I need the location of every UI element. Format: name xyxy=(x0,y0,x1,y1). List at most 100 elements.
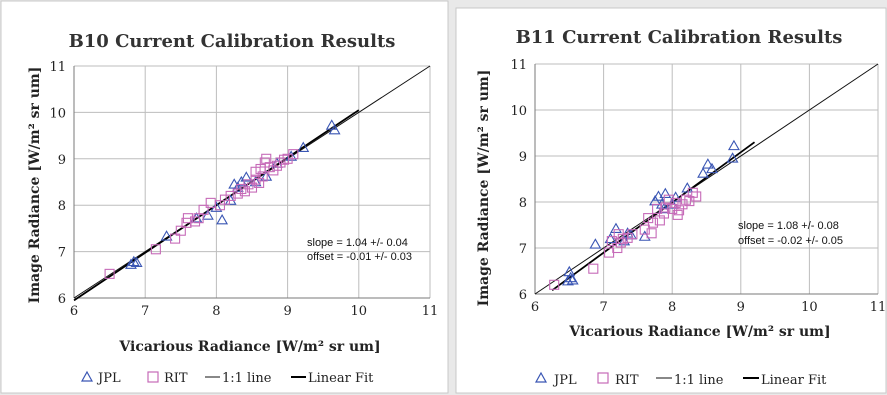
rit-point xyxy=(549,279,560,290)
legend: JPL RIT 1:1 line Linear Fit xyxy=(80,370,374,386)
legend-jpl-marker xyxy=(80,370,94,382)
rit-point xyxy=(646,228,657,239)
x-tick-label: 11 xyxy=(870,300,887,315)
legend-jpl-label: JPL xyxy=(96,371,121,386)
rit-point xyxy=(691,191,702,202)
rit-point xyxy=(674,205,685,216)
jpl-point xyxy=(297,141,310,152)
jpl-point xyxy=(564,271,577,283)
rit-point xyxy=(667,203,678,214)
rit-point xyxy=(264,162,275,173)
jpl-point xyxy=(589,238,602,249)
x-tick-label: 9 xyxy=(283,304,291,319)
rit-point xyxy=(639,224,650,235)
jpl-point xyxy=(726,152,739,163)
y-tick-label: 10 xyxy=(49,106,66,121)
x-tick-label: 8 xyxy=(668,300,676,315)
jpl-point xyxy=(618,234,631,246)
y-tick-label: 11 xyxy=(49,60,66,75)
y-tick-label: 11 xyxy=(510,58,527,73)
rit-point xyxy=(670,197,681,208)
rit-point xyxy=(680,194,691,205)
offset-annotation: offset = -0.02 +/- 0.05 xyxy=(738,235,843,247)
jpl-point xyxy=(610,222,622,233)
legend-rit-marker xyxy=(597,372,609,384)
rit-point xyxy=(239,186,250,197)
x-tick-label: 9 xyxy=(737,300,745,315)
x-tick-label: 11 xyxy=(422,304,439,319)
legend-1to1-label: 1:1 line xyxy=(222,371,272,386)
y-tick-label: 7 xyxy=(519,242,527,257)
y-tick-label: 10 xyxy=(510,104,527,119)
jpl-point xyxy=(561,275,574,286)
rit-point xyxy=(182,213,193,224)
linear-fit-line xyxy=(73,109,360,302)
legend-rit-label: RIT xyxy=(164,371,188,386)
y-axis-label: Image Radiance [W/m² sr um] xyxy=(476,70,492,307)
jpl-point xyxy=(659,187,672,199)
rit-point xyxy=(271,160,282,171)
chart-title: B10 Current Calibration Results xyxy=(69,31,396,52)
chart-panel-b11: B11 Current Calibration Results 6 7 8 9 10 11… xyxy=(455,7,887,394)
x-axis-label: Vicarious Radiance [W/m² sr um] xyxy=(568,324,830,340)
x-tick-label: 8 xyxy=(212,304,220,319)
offset-annotation: offset = -0.01 +/- 0.03 xyxy=(307,251,412,263)
jpl-point xyxy=(216,213,229,225)
y-tick-label: 6 xyxy=(519,288,527,303)
jpl-point xyxy=(160,230,173,241)
x-tick-label: 10 xyxy=(351,304,368,319)
rit-point xyxy=(198,204,209,215)
jpl-point xyxy=(706,162,718,174)
x-axis-label: Vicarious Radiance [W/m² sr um] xyxy=(118,339,380,355)
rit-point xyxy=(627,229,638,240)
rit-point xyxy=(175,225,186,236)
jpl-point xyxy=(260,170,273,181)
rit-point xyxy=(225,190,236,201)
legend-fit-label: Linear Fit xyxy=(308,371,374,386)
x-tick-label: 10 xyxy=(801,300,818,315)
rit-point xyxy=(660,202,671,213)
rit-point xyxy=(275,157,286,168)
rit-point xyxy=(261,153,272,164)
rit-point xyxy=(150,244,161,255)
rit-point xyxy=(278,154,290,165)
legend-1to1-label: 1:1 line xyxy=(674,373,724,388)
jpl-point xyxy=(697,167,710,178)
rit-point xyxy=(254,177,265,188)
rit-point xyxy=(250,174,261,185)
rit-point xyxy=(588,263,599,274)
jpl-point xyxy=(727,139,740,151)
y-tick-label: 9 xyxy=(519,150,527,165)
legend-jpl-marker xyxy=(534,371,548,383)
x-tick-label: 6 xyxy=(531,300,539,315)
rit-point xyxy=(104,268,115,279)
slope-annotation: slope = 1.08 +/- 0.08 xyxy=(738,220,839,232)
legend-jpl-label: JPL xyxy=(552,373,577,388)
rit-point xyxy=(189,216,201,227)
jpl-point xyxy=(681,182,694,193)
legend-rit-marker xyxy=(147,371,159,383)
legend-rit-label: RIT xyxy=(615,373,639,388)
chart-panel-b10: B10 Current Calibration Results 6 7 8 9 10 11… xyxy=(0,0,449,394)
y-axis-label: Image Radiance [W/m² sr um] xyxy=(27,67,43,304)
chart-title: B11 Current Calibration Results xyxy=(516,27,843,48)
rit-point xyxy=(612,242,623,254)
one-to-one-line xyxy=(534,63,879,295)
y-tick-label: 6 xyxy=(58,292,66,307)
rit-point xyxy=(170,233,181,244)
legend-fit-label: Linear Fit xyxy=(761,373,827,388)
chart-background xyxy=(0,0,449,394)
jpl-point xyxy=(701,158,714,169)
jpl-point xyxy=(328,123,341,135)
rit-point xyxy=(288,149,299,160)
y-tick-label: 8 xyxy=(58,199,66,214)
jpl-point xyxy=(130,256,143,268)
rit-point xyxy=(219,194,230,205)
y-tick-label: 7 xyxy=(58,246,66,261)
legend: JPL RIT 1:1 line Linear Fit xyxy=(534,371,827,388)
x-tick-label: 7 xyxy=(141,304,149,319)
x-tick-label: 6 xyxy=(70,304,78,319)
y-tick-label: 9 xyxy=(58,153,66,168)
x-tick-label: 7 xyxy=(599,300,607,315)
